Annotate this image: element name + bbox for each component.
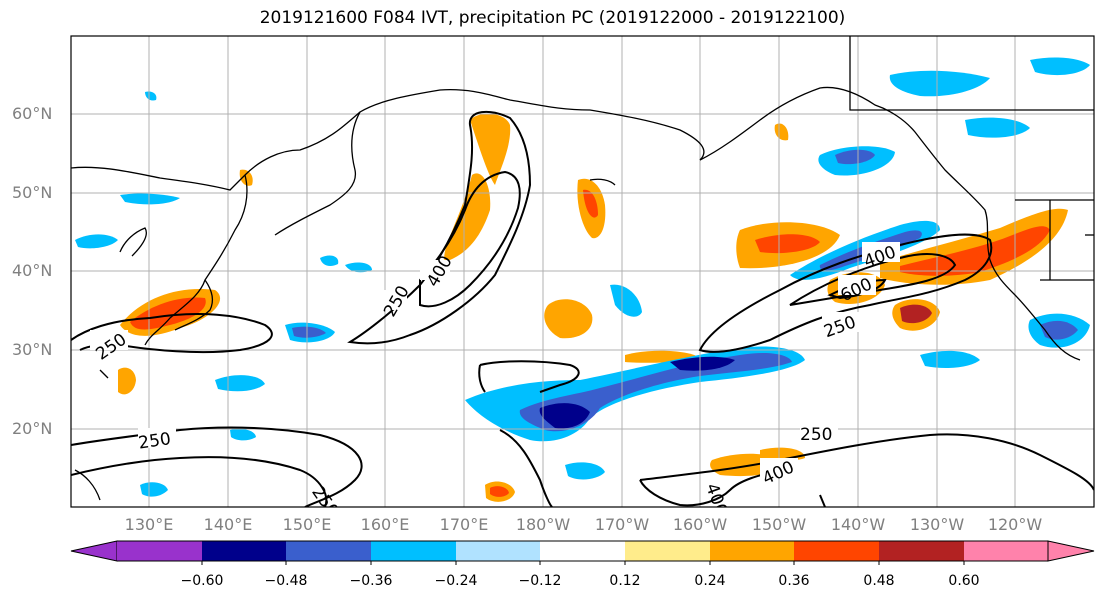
contour-label: 400 [701, 481, 731, 518]
lat-label: 60°N [12, 104, 53, 123]
contour-labels: 250 250 400 250 250 400 400 600 250 400 … [90, 242, 900, 518]
plot-frame [70, 35, 1095, 508]
lon-label: 180°W [515, 515, 571, 534]
map-plot-area: 250 250 400 250 250 400 400 600 250 400 … [71, 36, 1094, 518]
colorbar-tick-label: 0.12 [609, 573, 641, 589]
lat-label: 30°N [12, 340, 53, 359]
colorbar-tick-label: −0.24 [434, 573, 478, 589]
ivt-contours [71, 110, 1094, 507]
lon-label: 130°E [124, 515, 174, 534]
lon-label: 140°W [830, 515, 886, 534]
lon-label: 140°E [203, 515, 253, 534]
graticule [71, 36, 1094, 507]
lon-label: 150°E [282, 515, 332, 534]
colorbar [70, 540, 1095, 565]
lat-label: 40°N [12, 261, 53, 280]
lon-label: 160°W [672, 515, 728, 534]
colorbar-tick-label: −0.48 [264, 573, 308, 589]
colorbar-tick-label: −0.60 [180, 573, 224, 589]
lat-label: 50°N [12, 183, 53, 202]
colorbar-tick-label: 0.60 [948, 573, 980, 589]
lon-label: 170°E [439, 515, 489, 534]
lon-label: 130°W [909, 515, 965, 534]
colorbar-tick-label: 0.36 [778, 573, 810, 589]
colorbar-tick-label: 0.48 [863, 573, 895, 589]
contour-label: 250 [137, 429, 172, 453]
map-title: 2019121600 F084 IVT, precipitation PC (2… [259, 8, 846, 28]
colorbar-tick-label: 0.24 [694, 573, 726, 589]
lon-label: 120°W [987, 515, 1043, 534]
coastlines [71, 36, 1094, 501]
lon-label: 160°E [360, 515, 410, 534]
lon-label: 150°W [751, 515, 807, 534]
contour-label: 250 [800, 425, 832, 445]
lon-label: 170°W [594, 515, 650, 534]
colorbar-tick-label: −0.36 [349, 573, 393, 589]
colorbar-tick-label: −0.12 [518, 573, 562, 589]
lat-label: 20°N [12, 419, 53, 438]
